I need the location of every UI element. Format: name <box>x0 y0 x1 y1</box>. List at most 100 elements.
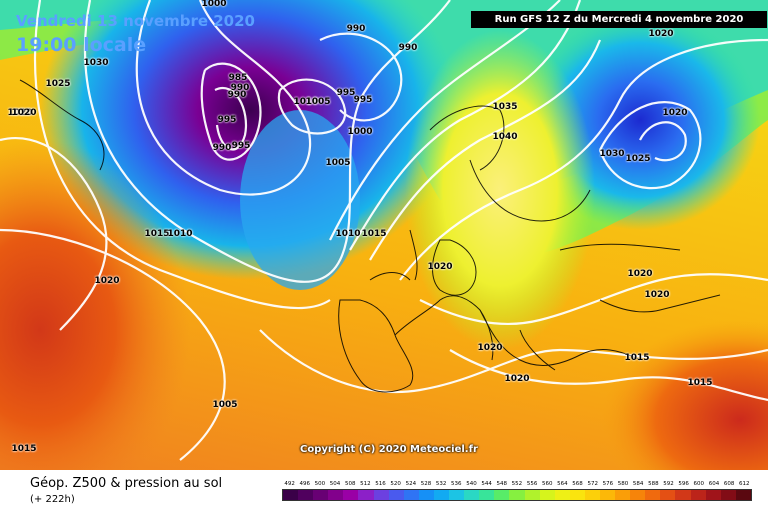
scale-label: 492 <box>284 481 295 487</box>
scale-swatch <box>509 490 525 500</box>
scale-label: 520 <box>390 481 401 487</box>
scale-swatch <box>675 490 691 500</box>
isobar-label: 1015 <box>687 378 713 388</box>
scale-label: 564 <box>557 481 568 487</box>
scale-label: 548 <box>496 481 508 487</box>
isobar-label: 1015 <box>624 353 650 363</box>
isobar-label: 1020 <box>427 262 453 272</box>
isobar-label: 1015 <box>144 229 170 239</box>
forecast-date: Vendredi 13 novembre 2020 <box>16 12 255 30</box>
scale-label: 560 <box>541 481 553 487</box>
scale-label: 524 <box>405 481 417 487</box>
color-scale-bar <box>282 489 752 501</box>
isobar-label: 1020 <box>627 269 653 279</box>
isobar-label: 1020 <box>504 374 530 384</box>
map-title: Géop. Z500 & pression au sol <box>30 476 223 491</box>
scale-label: 552 <box>511 481 523 487</box>
scale-label: 588 <box>648 481 659 487</box>
isobar-label: 1025 <box>45 79 71 89</box>
legend-footer: Géop. Z500 & pression au sol (+ 222h) 49… <box>0 470 768 512</box>
isobar-label: 1020 <box>7 108 33 118</box>
scale-label: 572 <box>587 481 598 487</box>
scale-swatch <box>433 490 450 500</box>
scale-swatch <box>464 490 480 500</box>
scale-swatch <box>479 490 495 500</box>
isobar-label: 995 <box>231 141 251 151</box>
scale-swatch <box>615 490 631 500</box>
isobar-label: 1030 <box>83 58 109 68</box>
isobar-label: 1005 <box>305 97 331 107</box>
scale-swatch <box>720 490 736 500</box>
scale-label: 516 <box>375 481 386 487</box>
isobar-label: 995 <box>336 88 356 98</box>
scale-swatch <box>283 490 299 500</box>
scale-label: 512 <box>360 481 371 487</box>
scale-swatch <box>690 490 706 500</box>
scale-label: 536 <box>451 481 462 487</box>
color-scale-labels: 492 496 500 504 508 512 516 520 524 528 532 536 540 5… <box>282 479 752 489</box>
isobar-label: 1005 <box>325 158 351 168</box>
isobar-label: 990 <box>230 83 250 93</box>
scale-swatch <box>660 490 676 500</box>
isobar-label: 1020 <box>644 290 670 300</box>
scale-label: 528 <box>420 481 432 487</box>
copyright: Copyright (C) 2020 Meteociel.fr <box>300 444 478 455</box>
scale-label: 576 <box>602 481 614 487</box>
isobar-label: 1020 <box>662 108 688 118</box>
scale-label: 496 <box>299 481 310 487</box>
scale-label: 500 <box>314 481 326 487</box>
scale-swatch <box>539 490 555 500</box>
scale-label: 612 <box>739 481 750 487</box>
isobar-label: 990 <box>398 43 418 53</box>
scale-label: 592 <box>663 481 674 487</box>
scale-swatch <box>735 490 751 500</box>
isobar-label: 1020 <box>648 29 674 39</box>
scale-swatch <box>343 490 359 500</box>
scale-swatch <box>388 490 404 500</box>
scale-swatch <box>494 490 510 500</box>
isobar-label: 1040 <box>492 132 518 142</box>
isobar-label: 1020 <box>94 276 120 286</box>
isobar-label: 1010 <box>335 229 361 239</box>
isobar-label: 985 <box>228 73 248 83</box>
isobar-label: 1005 <box>212 400 238 410</box>
isobar-label: 1000 <box>347 127 373 137</box>
scale-label: 532 <box>435 481 447 487</box>
scale-swatch <box>418 490 434 500</box>
scale-swatch <box>554 490 570 500</box>
scale-swatch <box>599 490 616 500</box>
scale-swatch <box>524 490 540 500</box>
scale-label: 596 <box>678 481 689 487</box>
scale-label: 580 <box>617 481 629 487</box>
scale-label: 540 <box>466 481 477 487</box>
scale-label: 604 <box>708 481 720 487</box>
isobar-label: 990 <box>212 143 232 153</box>
scale-swatch <box>328 490 344 500</box>
scale-swatch <box>298 490 314 500</box>
scale-label: 608 <box>723 481 735 487</box>
scale-swatch <box>358 490 374 500</box>
isobar-label: 990 <box>346 24 366 34</box>
scale-label: 556 <box>526 481 538 487</box>
isobar-label: 1015 <box>361 229 387 239</box>
model-run-label: Run GFS 12 Z du Mercredi 4 novembre 2020 <box>471 11 767 28</box>
isobar-label: 995 <box>217 115 237 125</box>
scale-swatch <box>313 490 329 500</box>
isobar-label: 1020 <box>11 108 37 118</box>
isobar-label: 1030 <box>599 149 625 159</box>
scale-label: 568 <box>572 481 583 487</box>
scale-swatch <box>373 490 389 500</box>
scale-swatch <box>584 490 600 500</box>
scale-swatch <box>569 490 585 500</box>
isobar-label: 1010 <box>293 97 319 107</box>
isobar-label: 1010 <box>167 229 193 239</box>
scale-swatch <box>403 490 419 500</box>
isobar-label: 990 <box>227 90 247 100</box>
forecast-time: 19:00 locale <box>16 34 147 56</box>
scale-label: 544 <box>481 481 492 487</box>
isobar-label: 1020 <box>477 343 503 353</box>
scale-swatch <box>630 490 646 500</box>
scale-swatch <box>449 490 465 500</box>
pressure-map <box>0 0 768 470</box>
isobar-label: 1015 <box>11 444 37 454</box>
